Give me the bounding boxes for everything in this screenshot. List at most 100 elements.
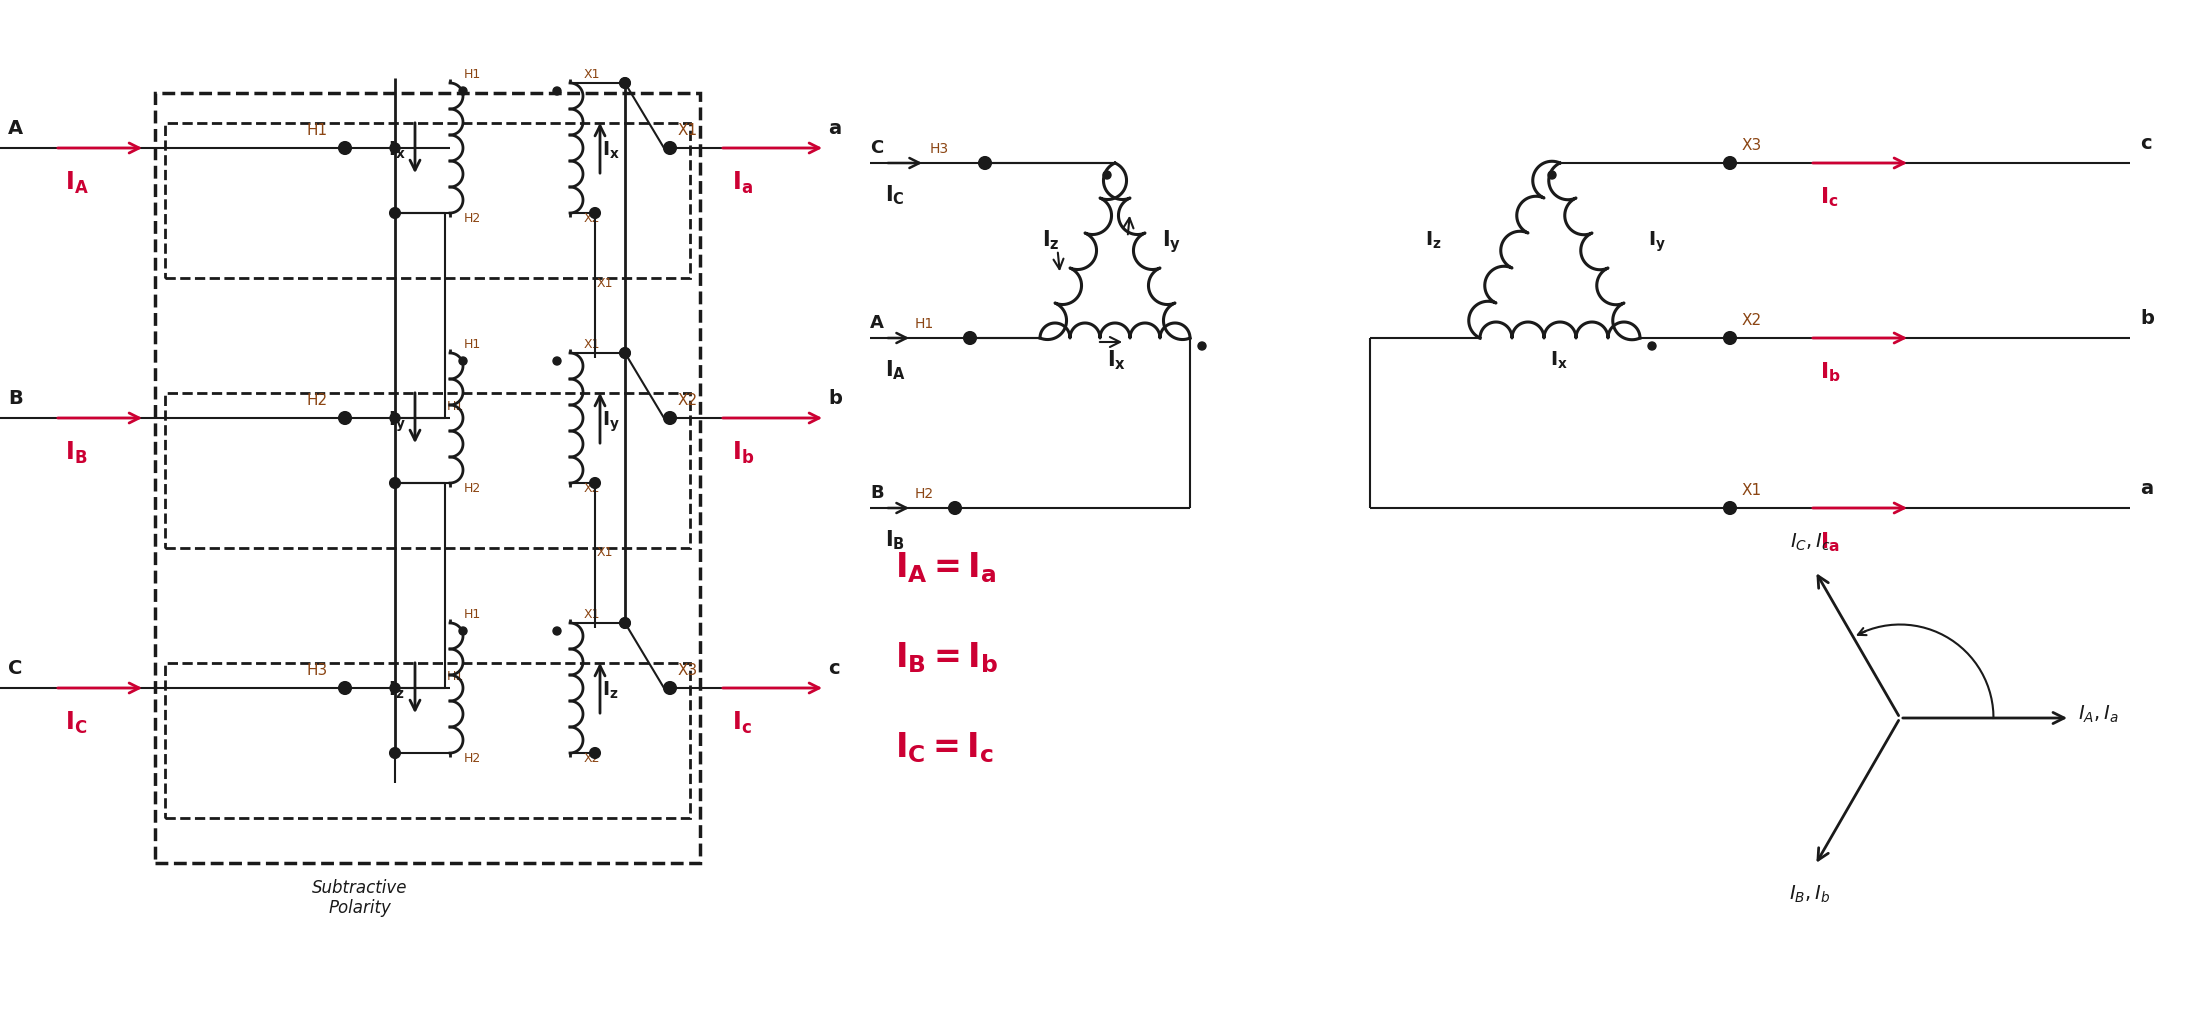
Text: $\mathbf{I_c}$: $\mathbf{I_c}$ [732,710,752,736]
Text: b: b [828,389,842,408]
Text: X2: X2 [584,482,601,495]
Text: H2: H2 [916,487,933,501]
Circle shape [1648,342,1657,350]
Text: $\mathbf{I_z}$: $\mathbf{I_z}$ [601,680,619,701]
Text: $\mathbf{I_b}$: $\mathbf{I_b}$ [732,440,754,466]
Circle shape [339,142,352,154]
Bar [155,93,700,863]
Text: H1: H1 [463,338,481,351]
Circle shape [459,357,468,365]
Text: $\mathbf{I_z}$: $\mathbf{I_z}$ [387,680,404,701]
Text: H2: H2 [306,393,328,408]
Text: H1: H1 [916,317,933,331]
Circle shape [389,208,400,218]
Text: H3: H3 [929,142,949,156]
Text: X2: X2 [584,752,601,765]
Text: A: A [9,119,24,138]
Text: $\mathbf{I_C}$: $\mathbf{I_C}$ [885,183,905,207]
Text: $\mathbf{I_x}$: $\mathbf{I_x}$ [601,140,621,161]
Text: B: B [870,484,883,502]
Text: X2: X2 [584,212,601,225]
Text: $\mathbf{I_z}$: $\mathbf{I_z}$ [1043,228,1060,251]
Text: $I_B,I_b$: $I_B,I_b$ [1790,884,1830,905]
Circle shape [389,143,400,153]
Text: $\mathbf{I_b}$: $\mathbf{I_b}$ [1821,360,1841,384]
Text: H2: H2 [463,752,481,765]
Text: X1: X1 [1742,483,1762,498]
Text: X1: X1 [678,123,697,138]
Text: $\mathbf{I_y}$: $\mathbf{I_y}$ [1163,228,1180,254]
Text: A: A [870,314,883,332]
Text: H1: H1 [463,68,481,81]
Text: $\mathbf{I_a}$: $\mathbf{I_a}$ [1821,530,1841,554]
Circle shape [665,142,675,154]
Text: $\mathbf{I_x}$: $\mathbf{I_x}$ [1106,348,1126,372]
Text: B: B [9,389,22,408]
Circle shape [1725,502,1736,514]
Circle shape [389,478,400,488]
Text: $\mathbf{I_y}$: $\mathbf{I_y}$ [387,410,407,435]
Text: C: C [9,659,22,678]
Text: H2: H2 [463,482,481,495]
Text: $\mathbf{I_C}$: $\mathbf{I_C}$ [66,710,87,736]
Text: b: b [2140,309,2153,328]
Circle shape [459,627,468,635]
Text: $\mathbf{I_z}$: $\mathbf{I_z}$ [1425,230,1443,251]
Circle shape [1725,157,1736,169]
Circle shape [621,618,630,628]
Text: $\mathbf{I_B}$: $\mathbf{I_B}$ [885,528,905,552]
Circle shape [459,87,468,95]
Text: H2: H2 [463,212,481,225]
Circle shape [1198,342,1207,350]
Text: X2: X2 [678,393,697,408]
Text: $\mathbf{I_y}$: $\mathbf{I_y}$ [601,410,621,435]
Circle shape [389,683,400,693]
Text: $\mathbf{I_x}$: $\mathbf{I_x}$ [1550,350,1567,372]
Text: $\mathbf{I_A}$: $\mathbf{I_A}$ [885,358,907,382]
Text: H1: H1 [446,670,463,683]
Circle shape [553,627,562,635]
Text: H1: H1 [306,123,328,138]
Circle shape [665,412,675,425]
Circle shape [949,502,962,514]
Text: X2: X2 [1742,313,1762,328]
Circle shape [1548,171,1556,179]
Circle shape [1104,171,1110,179]
Bar [164,393,691,548]
Text: X1: X1 [597,547,614,560]
Circle shape [339,682,352,694]
Circle shape [621,78,630,88]
Text: X3: X3 [678,663,697,678]
Circle shape [553,87,562,95]
Text: X1: X1 [584,338,601,351]
Text: H1: H1 [446,400,463,413]
Text: X1: X1 [584,68,601,81]
Circle shape [389,413,400,423]
Text: c: c [828,659,839,678]
Circle shape [621,618,630,628]
Circle shape [964,332,975,344]
Circle shape [590,748,599,758]
Circle shape [621,78,630,88]
Text: X3: X3 [1742,138,1762,153]
Text: a: a [828,119,842,138]
Text: $\mathbf{I_B}$: $\mathbf{I_B}$ [66,440,87,466]
Text: $I_C,I_c$: $I_C,I_c$ [1790,531,1830,553]
Text: X1: X1 [584,608,601,621]
Circle shape [339,412,352,425]
Text: $\mathbf{I_x}$: $\mathbf{I_x}$ [387,140,407,161]
Circle shape [1725,332,1736,344]
Text: H3: H3 [306,663,328,678]
Text: $\mathbf{I_A = I_a}$: $\mathbf{I_A = I_a}$ [894,551,997,585]
Circle shape [621,348,630,358]
Circle shape [590,478,599,488]
Text: $\mathbf{I_A}$: $\mathbf{I_A}$ [66,170,90,196]
Text: C: C [870,139,883,157]
Text: c: c [2140,134,2151,153]
Bar [164,663,691,818]
Text: X1: X1 [597,277,614,289]
Text: $\mathbf{I_y}$: $\mathbf{I_y}$ [1648,230,1666,254]
Text: $\mathbf{I_B = I_b}$: $\mathbf{I_B = I_b}$ [894,640,999,675]
Circle shape [621,348,630,358]
Circle shape [590,208,599,218]
